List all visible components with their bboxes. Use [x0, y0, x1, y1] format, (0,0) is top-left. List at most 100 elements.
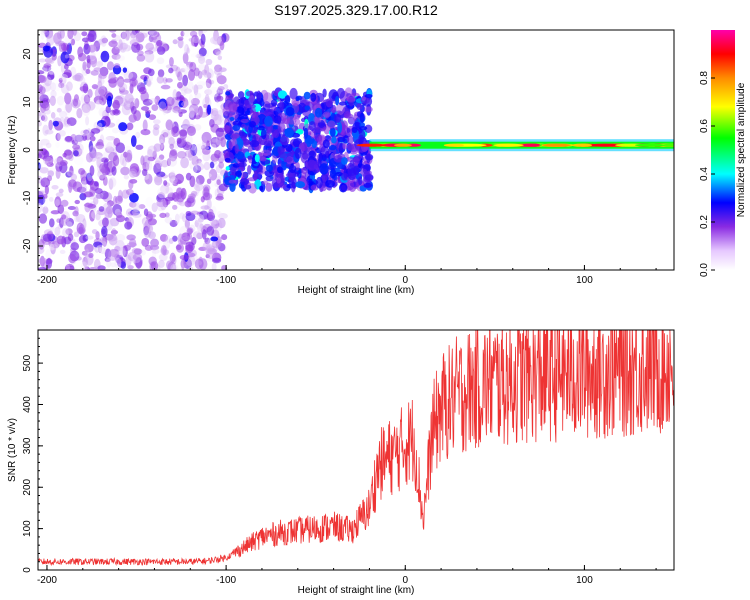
heatmap-blob: [211, 107, 219, 117]
heatmap-blob: [66, 221, 73, 228]
heatmap-blob: [156, 46, 166, 55]
heatmap-blob: [178, 100, 185, 108]
heatmap-blob: [249, 140, 260, 148]
heatmap-blob: [336, 87, 345, 99]
heatmap-blob: [325, 180, 335, 188]
heatmap-blob: [164, 216, 173, 224]
heatmap-blob: [59, 160, 68, 166]
heatmap-blob: [156, 75, 164, 84]
heatmap-blob: [204, 89, 213, 95]
heatmap-blob: [275, 128, 282, 134]
heatmap-blob: [125, 188, 134, 196]
colorbar-label: Normalized spectral amplitude: [736, 82, 747, 217]
heatmap-blob: [156, 57, 165, 65]
heatmap-blob: [353, 165, 360, 176]
heatmap-blob: [186, 134, 193, 146]
heatmap-blob: [204, 64, 210, 76]
heatmap-blob: [205, 173, 212, 178]
heatmap-blob: [182, 236, 192, 241]
heatmap-blob: [210, 36, 220, 45]
heatmap-blob: [65, 264, 70, 270]
heatmap-blob: [206, 178, 212, 185]
heatmap-blob: [129, 163, 140, 175]
heatmap-blob: [224, 157, 231, 163]
heatmap-blob: [86, 128, 92, 140]
heatmap-blob: [80, 261, 88, 270]
heatmap-blob: [106, 95, 113, 108]
tone-band-core: [493, 143, 524, 147]
heatmap-blob: [58, 82, 65, 89]
heatmap-blob: [105, 135, 116, 141]
heatmap-blob: [166, 158, 172, 167]
heatmap-blob: [259, 185, 264, 191]
heatmap-blob: [106, 141, 114, 152]
heatmap-blob: [82, 61, 87, 71]
heatmap-blob: [70, 242, 80, 251]
heatmap-blob: [44, 30, 54, 39]
heatmap-blob: [168, 67, 174, 74]
heatmap-blob: [181, 65, 192, 71]
colorbar-tick-label: 0.6: [699, 119, 710, 133]
heatmap-blob: [81, 102, 91, 114]
heatmap-blob: [84, 266, 90, 270]
heatmap-blob: [100, 35, 107, 47]
heatmap-blob: [97, 122, 103, 128]
heatmap-blob: [214, 64, 223, 73]
heatmap-blob: [151, 202, 158, 213]
heatmap-blob: [172, 235, 178, 242]
heatmap-blob: [190, 210, 200, 215]
heatmap-blob: [200, 33, 206, 45]
heatmap-blob: [147, 148, 153, 158]
heatmap-blob: [128, 179, 134, 190]
heatmap-blob: [322, 88, 327, 98]
heatmap-blob: [206, 226, 215, 236]
heatmap-blob: [347, 116, 355, 125]
heatmap-blob: [341, 157, 348, 165]
heatmap-blob: [70, 173, 78, 181]
heatmap-blob: [110, 229, 118, 235]
heatmap-blob: [210, 137, 221, 148]
heatmap-blob: [114, 253, 120, 260]
heatmap-blob: [86, 101, 96, 111]
heatmap-blob: [260, 128, 267, 140]
heatmap-blob: [76, 108, 83, 119]
heatmap-blob: [45, 142, 52, 149]
heatmap-y-ticks: 20 10 0 -10 -20: [22, 34, 43, 266]
snr-x-tick-label: 0: [402, 575, 408, 586]
heatmap-blob: [135, 144, 144, 150]
heatmap-blob: [148, 47, 159, 52]
heatmap-blob: [141, 168, 148, 176]
heatmap-blob: [203, 186, 210, 198]
heatmap-blob: [217, 55, 223, 61]
heatmap-x-label: Height of straight line (km): [298, 285, 415, 296]
heatmap-blob: [74, 206, 79, 215]
heatmap-blob: [124, 152, 133, 163]
heatmap-blob: [42, 206, 49, 214]
heatmap-blob: [54, 226, 61, 237]
colorbar-gradient: [711, 30, 735, 270]
heatmap-blob: [158, 101, 167, 112]
heatmap-blob: [103, 151, 110, 159]
heatmap-blob: [54, 196, 62, 208]
heatmap-blob: [89, 165, 95, 177]
heatmap-blob: [338, 101, 348, 106]
heatmap-blob: [167, 157, 178, 167]
heatmap-blob: [69, 165, 74, 177]
heatmap-blob: [180, 67, 186, 73]
heatmap-blob: [208, 168, 218, 181]
heatmap-blob: [201, 82, 212, 90]
heatmap-blob: [201, 69, 208, 76]
heatmap-blob: [111, 33, 117, 38]
tone-band-core: [443, 143, 464, 147]
heatmap-blob: [83, 129, 90, 135]
heatmap-blob: [216, 72, 223, 82]
heatmap-blob: [196, 232, 204, 240]
heatmap-blob: [153, 143, 162, 152]
heatmap-blob: [124, 93, 134, 104]
heatmap-blob: [358, 126, 368, 131]
heatmap-blob: [127, 265, 134, 270]
heatmap-blob: [180, 157, 189, 169]
heatmap-blob: [97, 119, 107, 128]
heatmap-blob: [142, 98, 153, 106]
heatmap-blob: [171, 106, 179, 113]
